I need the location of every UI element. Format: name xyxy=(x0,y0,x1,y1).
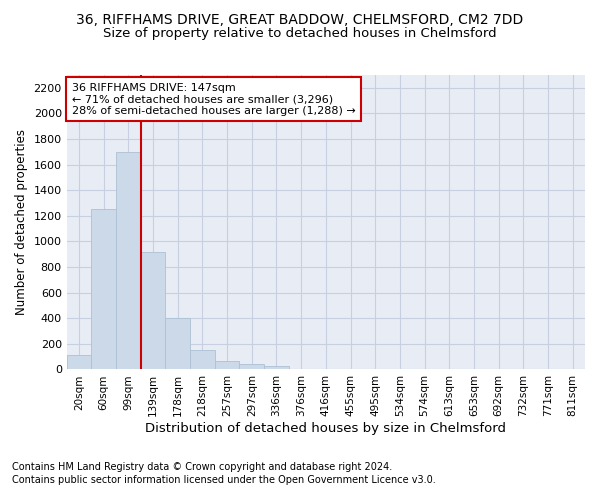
X-axis label: Distribution of detached houses by size in Chelmsford: Distribution of detached houses by size … xyxy=(145,422,506,435)
Bar xyxy=(190,350,215,370)
Text: Contains HM Land Registry data © Crown copyright and database right 2024.: Contains HM Land Registry data © Crown c… xyxy=(12,462,392,472)
Bar xyxy=(91,210,116,370)
Bar xyxy=(215,361,239,370)
Text: 36, RIFFHAMS DRIVE, GREAT BADDOW, CHELMSFORD, CM2 7DD: 36, RIFFHAMS DRIVE, GREAT BADDOW, CHELMS… xyxy=(76,12,524,26)
Text: Size of property relative to detached houses in Chelmsford: Size of property relative to detached ho… xyxy=(103,28,497,40)
Bar xyxy=(67,356,91,370)
Bar xyxy=(141,252,166,370)
Text: 36 RIFFHAMS DRIVE: 147sqm
← 71% of detached houses are smaller (3,296)
28% of se: 36 RIFFHAMS DRIVE: 147sqm ← 71% of detac… xyxy=(71,82,355,116)
Bar xyxy=(264,366,289,370)
Y-axis label: Number of detached properties: Number of detached properties xyxy=(15,129,28,315)
Bar xyxy=(166,318,190,370)
Bar xyxy=(116,152,141,370)
Bar xyxy=(239,364,264,370)
Text: Contains public sector information licensed under the Open Government Licence v3: Contains public sector information licen… xyxy=(12,475,436,485)
